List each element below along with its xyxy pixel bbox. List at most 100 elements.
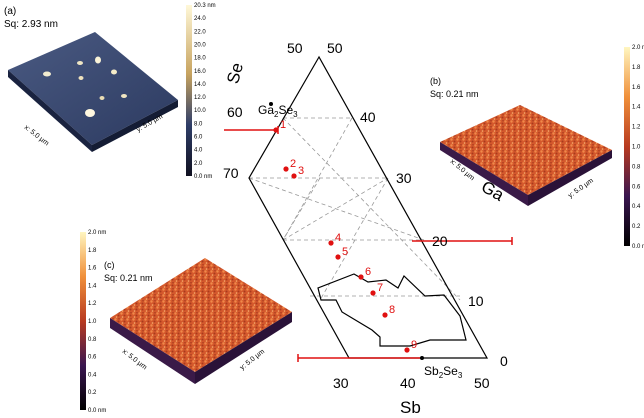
panel-b-surface [440, 105, 612, 195]
colorbar-tick-label: 18.0 [194, 56, 206, 62]
panel-c-x-axis: x: 5.0 µm [121, 348, 148, 371]
grid-line [282, 177, 321, 241]
ga-tick-10: 10 [468, 293, 484, 309]
grid-line [319, 239, 356, 301]
sample-point-9 [404, 347, 410, 353]
ga-tick-30: 30 [396, 170, 412, 186]
colorbar-tick-label: 0.6 [632, 184, 641, 190]
colorbar-tick-label: 0.2 [632, 224, 641, 230]
sb-tick-50: 50 [474, 375, 490, 391]
colorbar-tick-label: 0.8 [632, 164, 641, 170]
sample-point-label-7: 7 [377, 282, 383, 294]
panel-c-colorbar [80, 232, 86, 410]
ga-tick-20: 20 [432, 233, 448, 249]
panel-a-colorbar-ticks: 20.3 nm 24.0 22.0 20.0 18.0 16.0 14.0 12.0 10.0 8… [194, 3, 216, 180]
colorbar-tick-label: 0.6 [88, 355, 97, 361]
colorbar-tick-label: 1.4 [88, 283, 97, 289]
sample-point-8 [382, 312, 388, 318]
sample-point-4 [328, 240, 334, 246]
colorbar-tick-label: 0.0 nm [632, 244, 644, 250]
sample-point-6 [358, 274, 364, 280]
panel-a-label: (a) [4, 6, 16, 17]
sample-point-3 [291, 173, 297, 179]
colorbar-tick-label: 1.4 [632, 105, 641, 111]
panel-b-side-right [528, 150, 612, 206]
colorbar-tick-label: 6.0 [194, 135, 203, 141]
colorbar-tick-label: 14.0 [194, 82, 206, 88]
colorbar-tick-label: 0.8 [88, 337, 97, 343]
sb-tick-40: 40 [400, 375, 416, 391]
panel-a-side-left [8, 70, 92, 152]
colorbar-tick-label: 2.0 nm [632, 45, 644, 51]
axis-label-sb: Sb [400, 398, 421, 417]
sample-point-label-1: 1 [280, 119, 286, 131]
panel-b: (b) Sq: 0.21 nm x: 5.0 µm y: 5.0 µm 2.0 … [430, 45, 644, 250]
colorbar-tick-label: 0.4 [632, 204, 641, 210]
colorbar-tick-label: 0.0 nm [88, 408, 106, 414]
se-tick-70: 70 [223, 165, 239, 181]
colorbar-tick-label: 10.0 [194, 108, 206, 114]
sample-point-label-2: 2 [290, 158, 296, 170]
panel-b-side-left [440, 142, 528, 206]
sb-tick-30: 30 [333, 375, 349, 391]
panel-c-label: (c) [104, 260, 115, 270]
sample-point-label-6: 6 [365, 266, 371, 278]
marker-sb2se3 [420, 356, 424, 360]
panel-c-colorbar-ticks: 2.0 nm 1.8 1.6 1.4 1.2 1.0 0.8 0.6 0.4 0.2 0.0 nm [88, 230, 106, 414]
colorbar-tick-label: 1.6 [88, 266, 97, 272]
sample-point-label-4: 4 [335, 232, 341, 244]
colorbar-tick-label: 2.0 [194, 161, 203, 167]
panel-b-label: (b) [430, 76, 441, 86]
colorbar-tick-label: 1.0 [88, 319, 97, 325]
ga-tick-40: 40 [360, 109, 376, 125]
panel-a-side-right [92, 100, 178, 152]
panel-a-features [43, 56, 127, 117]
panel-a: (a) Sq: 2.93 nm x: 5.0 µm y: 5.0 µm 20.3… [4, 3, 216, 180]
panel-c: (c) Sq: 0.21 nm x: 5.0 µm y: 5.0 µm 2.0 … [80, 230, 292, 414]
panel-c-surface [110, 258, 292, 372]
ga-tick-50: 50 [327, 40, 343, 56]
sample-point-1 [273, 127, 279, 133]
colorbar-tick-label: 1.0 [632, 145, 641, 151]
sample-point-label-8: 8 [389, 304, 395, 316]
panel-b-roughness: Sq: 0.21 nm [430, 89, 479, 99]
panel-c-roughness: Sq: 0.21 nm [104, 273, 153, 283]
label-ga2se3: Ga2Se3 [258, 103, 298, 119]
sample-point-5 [335, 254, 341, 260]
colorbar-tick-label: 4.0 [194, 148, 203, 154]
panel-a-colorbar [186, 5, 192, 176]
se-tick-50: 50 [287, 40, 303, 56]
panel-a-surface [8, 32, 178, 145]
colorbar-tick-label: 1.2 [632, 125, 641, 131]
sample-point-2 [283, 166, 289, 172]
colorbar-tick-label: 20.0 [194, 42, 206, 48]
colorbar-tick-label: 1.8 [88, 248, 97, 254]
colorbar-tick-label: 24.0 [194, 16, 206, 22]
colorbar-tick-label: 20.3 nm [194, 3, 216, 9]
grid-line [282, 177, 389, 241]
ga-tick-0: 0 [500, 353, 508, 369]
colorbar-tick-label: 1.8 [632, 65, 641, 71]
colorbar-tick-label: 0.4 [88, 372, 97, 378]
colorbar-tick-label: 1.2 [88, 301, 97, 307]
se-tick-60: 60 [227, 104, 243, 120]
colorbar-tick-label: 0.0 nm [194, 174, 212, 180]
grid-line [351, 177, 389, 241]
colorbar-tick-label: 2.0 nm [88, 230, 106, 236]
grid-line [248, 177, 425, 241]
sample-point-label-5: 5 [342, 246, 348, 258]
axis-label-se: Se [223, 61, 247, 86]
grid-line [282, 117, 461, 301]
sample-points: 1 23 45 678 9 [273, 119, 417, 353]
colorbar-tick-label: 1.6 [632, 85, 641, 91]
sample-point-7 [370, 290, 376, 296]
panel-b-colorbar [624, 47, 630, 246]
phase-region-boundary [317, 273, 467, 347]
marker-ga2se3 [269, 102, 273, 106]
ternary-gridlines [248, 117, 461, 301]
colorbar-tick-label: 8.0 [194, 121, 203, 127]
colorbar-tick-label: 12.0 [194, 95, 206, 101]
panel-c-side-right [195, 312, 292, 384]
colorbar-tick-label: 22.0 [194, 29, 206, 35]
